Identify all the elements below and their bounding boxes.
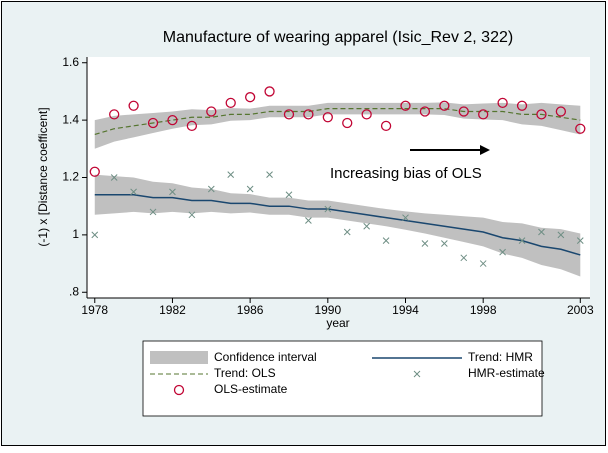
y-axis-label: (-1) x [Distance coefficent] bbox=[36, 107, 50, 246]
legend-label: Confidence interval bbox=[214, 350, 317, 364]
ols-point bbox=[497, 97, 508, 109]
legend-label: OLS-estimate bbox=[214, 382, 288, 396]
ols-point bbox=[419, 106, 431, 117]
arrow-head bbox=[480, 145, 490, 155]
hmr-point bbox=[382, 237, 390, 244]
legend-key bbox=[173, 384, 185, 396]
x-tick-label: 1998 bbox=[470, 303, 497, 317]
ols-point bbox=[244, 92, 256, 103]
y-tick-label: 1.4 bbox=[62, 112, 79, 126]
legend-label: Trend: OLS bbox=[214, 366, 276, 380]
y-tick-label: .8 bbox=[69, 284, 79, 298]
hmr-point bbox=[557, 231, 565, 239]
hmr-point bbox=[169, 188, 176, 196]
hmr-point bbox=[479, 260, 487, 267]
ols-point bbox=[361, 109, 372, 120]
x-tick-label: 1982 bbox=[159, 303, 186, 317]
x-tick-label: 1978 bbox=[81, 303, 108, 317]
y-tick-label: 1.6 bbox=[62, 55, 79, 69]
hmr-point bbox=[305, 217, 312, 224]
ols-point bbox=[380, 120, 392, 132]
legend bbox=[142, 340, 543, 417]
x-axis-label: year bbox=[326, 316, 349, 330]
ols-point bbox=[303, 109, 314, 120]
hmr-point bbox=[130, 188, 137, 196]
chart-title: Manufacture of wearing apparel (Isic_Rev… bbox=[163, 29, 513, 46]
legend-key bbox=[150, 351, 208, 364]
hmr-point bbox=[324, 205, 332, 213]
hmr-point bbox=[207, 185, 215, 193]
hmr-point bbox=[110, 174, 118, 181]
ols-point bbox=[575, 123, 586, 134]
ols-point bbox=[555, 106, 567, 117]
plot-area bbox=[87, 57, 590, 298]
trend-line bbox=[94, 108, 581, 136]
ols-point bbox=[478, 109, 489, 120]
y-tick-label: 1 bbox=[72, 227, 79, 241]
confidence-band bbox=[94, 102, 581, 149]
legend-key bbox=[413, 370, 421, 378]
ols-point bbox=[439, 100, 450, 111]
ols-point bbox=[109, 109, 120, 120]
x-tick-label: 1990 bbox=[314, 303, 341, 317]
hmr-point bbox=[460, 254, 468, 262]
confidence-band bbox=[94, 174, 581, 277]
ols-point bbox=[536, 109, 547, 120]
hmr-point bbox=[285, 191, 293, 199]
hmr-point bbox=[499, 248, 506, 256]
hmr-point bbox=[421, 240, 429, 247]
ols-point bbox=[128, 100, 139, 111]
ols-point bbox=[147, 117, 159, 129]
x-tick-label: 1986 bbox=[237, 303, 264, 317]
ols-point bbox=[458, 106, 469, 117]
ols-point bbox=[206, 106, 217, 117]
ols-point bbox=[225, 97, 236, 109]
ols-point bbox=[516, 100, 528, 111]
hmr-point bbox=[246, 185, 254, 193]
ols-point bbox=[400, 100, 411, 111]
legend-label: Trend: HMR bbox=[468, 350, 533, 364]
hmr-point bbox=[363, 222, 371, 230]
x-tick-label: 1994 bbox=[392, 303, 419, 317]
ols-point bbox=[264, 86, 275, 97]
hmr-point bbox=[91, 231, 99, 239]
ols-point bbox=[283, 109, 295, 120]
hmr-point bbox=[343, 228, 351, 236]
hmr-point bbox=[149, 208, 157, 216]
trend-line bbox=[94, 193, 581, 256]
hmr-point bbox=[576, 237, 584, 244]
ols-point bbox=[186, 120, 198, 132]
hmr-point bbox=[227, 171, 235, 178]
hmr-point bbox=[538, 228, 545, 236]
annotation: Increasing bias of OLS bbox=[330, 165, 482, 182]
x-tick-label: 2003 bbox=[567, 303, 594, 317]
ols-point bbox=[167, 114, 178, 126]
y-tick-label: 1.2 bbox=[62, 170, 79, 184]
legend-label: HMR-estimate bbox=[468, 366, 545, 380]
ols-point bbox=[342, 117, 353, 129]
ols-point bbox=[89, 166, 100, 177]
hmr-point bbox=[266, 171, 273, 178]
hmr-point bbox=[402, 214, 409, 222]
hmr-point bbox=[440, 240, 448, 247]
hmr-point bbox=[518, 237, 526, 244]
ols-point bbox=[322, 112, 333, 123]
hmr-point bbox=[188, 211, 196, 219]
